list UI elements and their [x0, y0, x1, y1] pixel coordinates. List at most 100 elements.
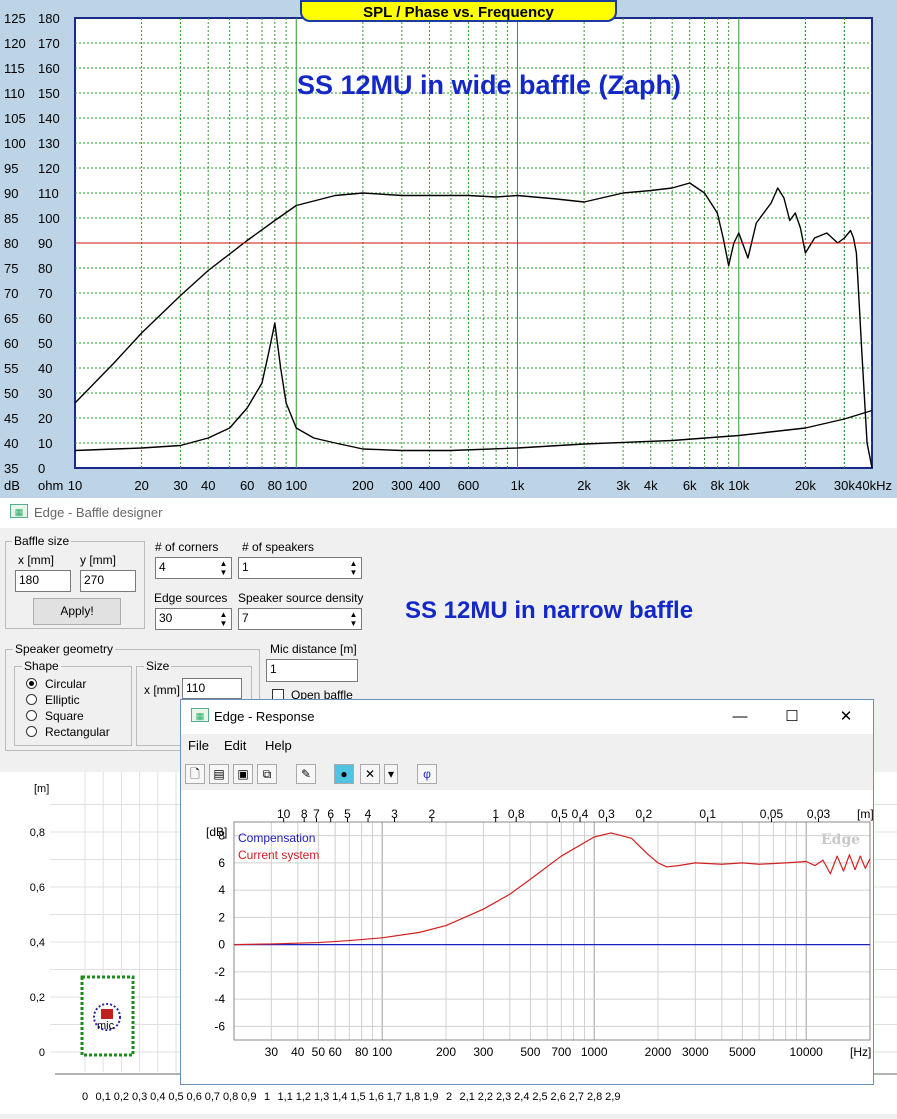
baffle-y-input[interactable]: 270 — [80, 570, 136, 592]
response-x-tick: 1000 — [581, 1045, 608, 1059]
spl-ohm-tick: 110 — [38, 186, 59, 201]
baffle-y-tick: 0,8 — [30, 827, 45, 839]
baffle-x-tick: 1,6 — [369, 1091, 384, 1103]
baffle-x-tick: 0,4 — [150, 1091, 165, 1103]
spinner-arrows-icon[interactable]: ▲ ▼ — [349, 559, 358, 577]
spl-ohm-tick: 160 — [38, 61, 60, 76]
spl-traces — [74, 182, 873, 469]
response-x-unit: [Hz] — [850, 1045, 871, 1059]
light-icon[interactable]: ● — [334, 764, 354, 784]
copy-icon[interactable]: ⧉ — [257, 764, 277, 784]
mic-distance-input[interactable]: 1 — [266, 659, 358, 682]
baffle-x-label: x [mm] — [18, 553, 54, 567]
response-top-tick: 0,05 — [760, 807, 784, 821]
spl-db-tick: 45 — [4, 411, 18, 426]
baffle-x-tick: 2,3 — [496, 1091, 511, 1103]
apply-button[interactable]: Apply! — [33, 598, 121, 625]
baffle-x-tick: 2,5 — [532, 1091, 547, 1103]
response-menubar — [181, 734, 873, 756]
shape-rectangular-radio[interactable] — [26, 726, 37, 737]
open-baffle-label[interactable]: Open baffle — [291, 688, 353, 702]
phase-curve — [74, 322, 873, 452]
response-x-tick: 3000 — [682, 1045, 709, 1059]
baffle-x-tick: 0,9 — [241, 1091, 256, 1103]
shape-label: Shape — [22, 659, 61, 673]
response-top-tick: 6 — [327, 807, 334, 821]
response-top-tick: 0,03 — [807, 807, 831, 821]
baffle-y-tick: 0 — [39, 1047, 45, 1059]
baffle-size-group — [5, 541, 145, 629]
shape-elliptic-label[interactable]: Elliptic — [45, 693, 80, 707]
menu-edit[interactable]: Edit — [224, 738, 247, 753]
spl-ohm-tick: 140 — [38, 111, 60, 126]
speakers-value: 1 — [242, 560, 249, 574]
minimize-button[interactable]: — — [732, 708, 748, 725]
edge-app-icon: ▦ — [10, 504, 28, 518]
response-window-titlebar[interactable] — [181, 700, 873, 734]
spl-chart-title: SPL / Phase vs. Frequency — [300, 0, 617, 22]
spl-db-tick: 85 — [4, 211, 18, 226]
response-traces — [233, 832, 871, 946]
phase-button[interactable]: φ — [417, 764, 437, 784]
spl-db-tick: 55 — [4, 361, 18, 376]
spl-db-tick: 90 — [4, 186, 18, 201]
speaker-density-spinner[interactable]: 7 ▲ ▼ — [238, 608, 362, 630]
spinner-arrows-icon[interactable]: ▲ ▼ — [349, 610, 358, 628]
shape-group — [14, 666, 132, 746]
spl-freq-tick: 10k — [728, 478, 749, 493]
spinner-arrows-icon[interactable]: ▲ ▼ — [219, 610, 228, 628]
baffle-window-titlebar[interactable] — [0, 498, 897, 528]
response-y-unit: [dB] — [206, 825, 227, 839]
spl-freq-tick: 8k — [710, 478, 724, 493]
baffle-x-tick: 0,3 — [132, 1091, 147, 1103]
response-x-tick: 2000 — [645, 1045, 672, 1059]
spinner-arrows-icon[interactable]: ▲ ▼ — [219, 559, 228, 577]
new-file-icon[interactable]: 🗋 — [185, 764, 205, 784]
open-folder-icon[interactable]: ▤ — [209, 764, 229, 784]
spl-db-tick: 95 — [4, 161, 18, 176]
speakers-spinner[interactable]: 1 ▲ ▼ — [238, 557, 362, 579]
shape-square-label[interactable]: Square — [45, 709, 84, 723]
spl-chart-subtitle: SS 12MU in wide baffle (Zaph) — [297, 70, 682, 100]
size-x-input[interactable]: 110 — [182, 678, 242, 699]
baffle-window-title: Edge - Baffle designer — [34, 505, 163, 520]
spl-y-axis: 1251201151101051009590858075706560555045… — [4, 11, 63, 493]
baffle-y-tick: 0,6 — [30, 882, 45, 894]
spl-freq-tick: 6k — [683, 478, 697, 493]
response-chart-svg: 8 6 4 2 0 -2 -4 -6 [dB] 30 40 50 60 80 100 200 300 500 700… — [206, 807, 874, 1059]
spl-chart-panel: 125 120 115 110 105 100 95 90 85 80 75 70 65 60 55 50 45… — [0, 0, 897, 498]
response-window: ▦ Edge - Response — ☐ ✕ File Edit Help 🗋… — [180, 699, 874, 1085]
baffle-x-tick: 2,8 — [587, 1091, 602, 1103]
close-button[interactable]: ✕ — [839, 708, 853, 725]
baffle-x-tick: 1,9 — [423, 1091, 438, 1103]
spl-freq-tick: 80 — [268, 478, 282, 493]
spl-ohm-tick: 100 — [38, 211, 60, 226]
response-y-tick: 0 — [218, 938, 225, 952]
spl-freq-tick: 400 — [419, 478, 441, 493]
menu-file[interactable]: File — [188, 738, 209, 753]
shape-square-radio[interactable] — [26, 710, 37, 721]
save-icon[interactable]: ▣ — [233, 764, 253, 784]
baffle-plot-axis-labels: 0 0,1 0,2 0,3 0,4 0,5 0,6 0,7 0,8 0,9 1 1,1 1,2 1,3 1,… — [30, 783, 621, 1103]
spl-freq-tick: 3k — [616, 478, 630, 493]
dropdown-arrow-icon[interactable]: ▾ — [384, 764, 398, 784]
baffle-x-input[interactable]: 180 — [15, 570, 71, 592]
spl-db-tick: 80 — [4, 236, 18, 251]
response-top-tick: 1 — [492, 807, 499, 821]
response-top-tick: 0,3 — [598, 807, 615, 821]
spl-ohm-tick: 80 — [38, 261, 52, 276]
menu-help[interactable]: Help — [265, 738, 292, 753]
spl-freq-tick: 30 — [173, 478, 187, 493]
shape-rectangular-label[interactable]: Rectangular — [45, 725, 110, 739]
pen-icon[interactable]: ✎ — [296, 764, 316, 784]
edge-sources-spinner[interactable]: 30 ▲ ▼ — [155, 608, 232, 630]
shape-circular-label[interactable]: Circular — [45, 677, 87, 691]
baffle-x-tick: 0,1 — [96, 1091, 111, 1103]
corners-spinner[interactable]: 4 ▲ ▼ — [155, 557, 232, 579]
shape-elliptic-radio[interactable] — [26, 694, 37, 705]
response-chart: 8 6 4 2 0 -2 -4 -6 [dB] 30 40 50 60 80 100 200 300 500 700… — [181, 790, 874, 1084]
shape-circular-radio[interactable] — [26, 678, 37, 689]
edge-app-icon: ▦ — [191, 708, 209, 722]
maximize-button[interactable]: ☐ — [785, 708, 799, 725]
delete-icon[interactable]: ✕ — [360, 764, 380, 784]
